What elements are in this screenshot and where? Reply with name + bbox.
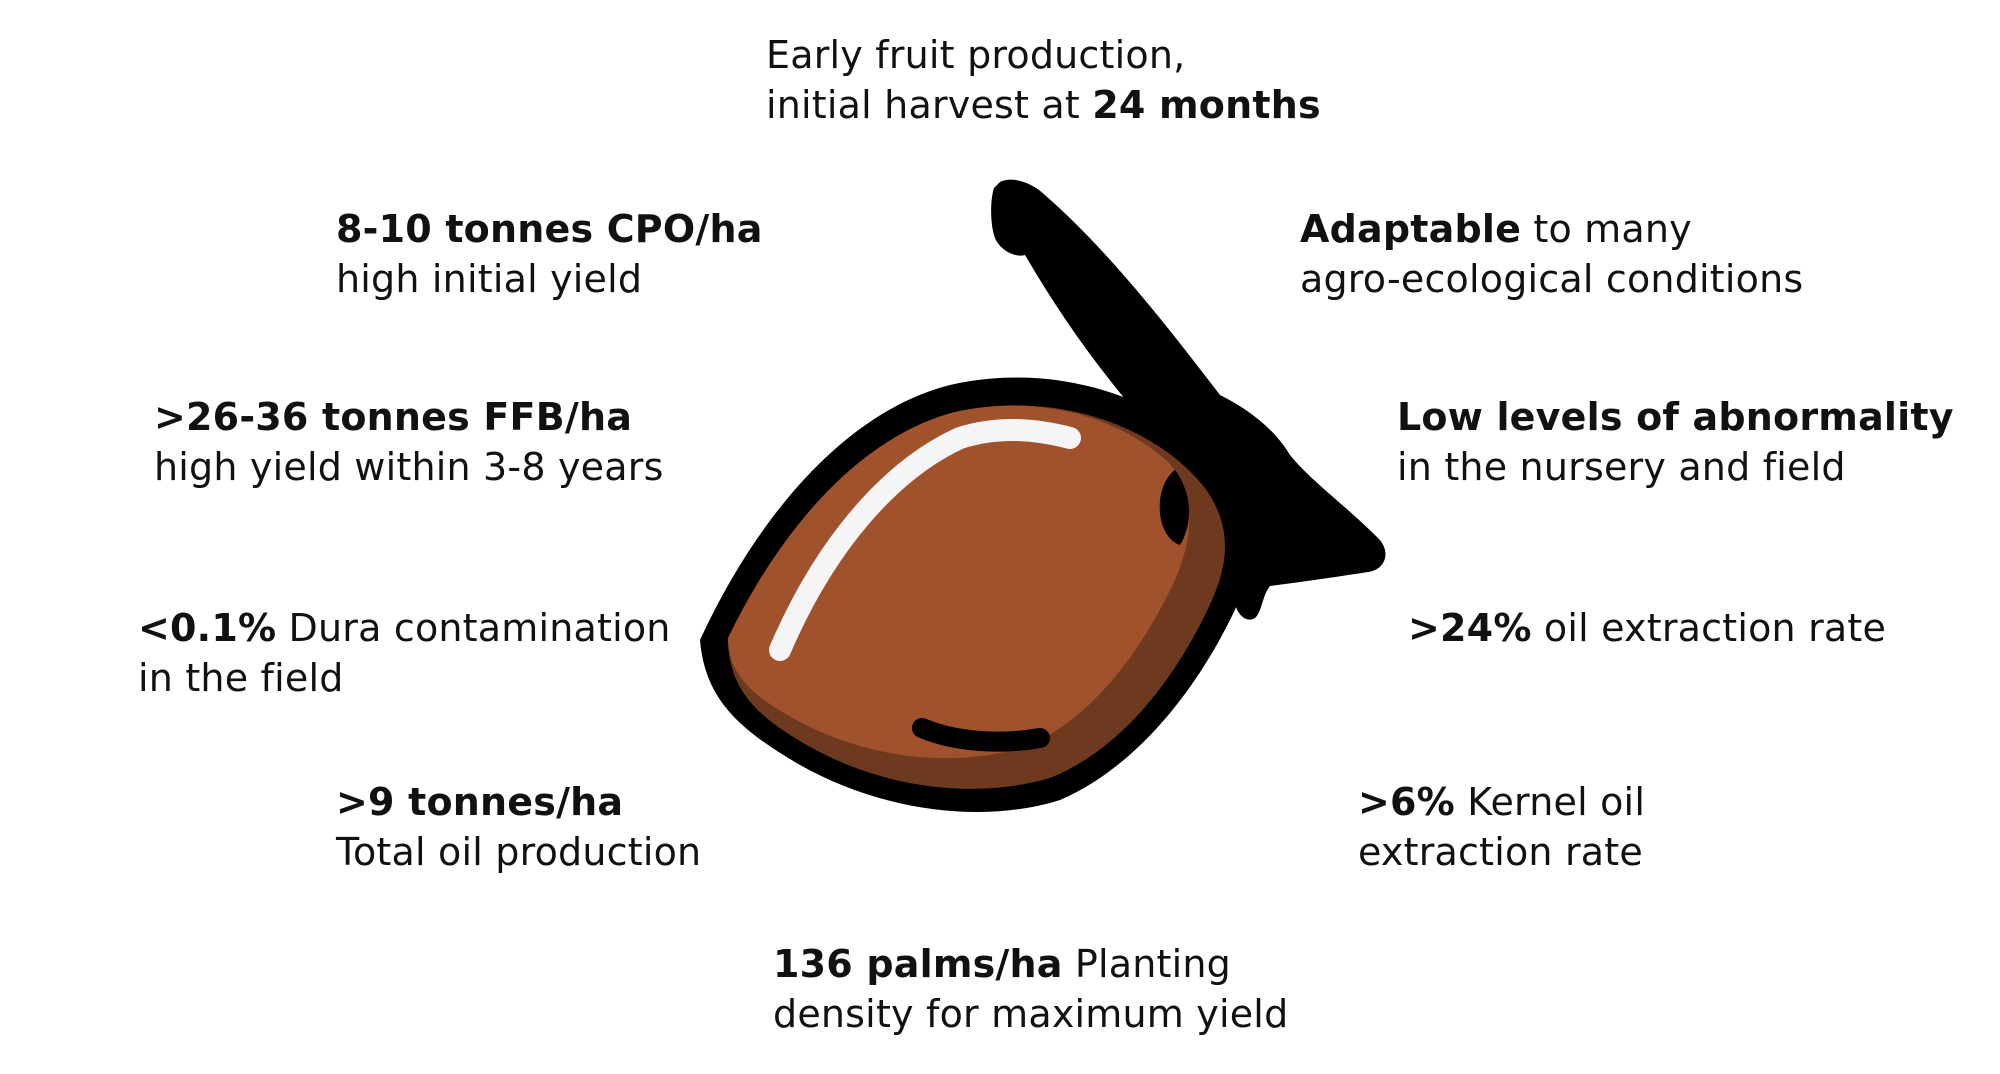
callout-line: initial harvest at 24 months <box>766 80 1321 130</box>
callout-line: 136 palms/ha Planting <box>773 939 1288 989</box>
callout-text: oil extraction rate <box>1531 606 1887 650</box>
callout-highlight: <0.1% <box>138 606 277 650</box>
callout-text: Planting <box>1062 942 1231 986</box>
callout-line: Early fruit production, <box>766 33 1186 77</box>
callout-highlight: >26-36 tonnes FFB/ha <box>154 395 633 439</box>
callout-line: >6% Kernel oil <box>1358 777 1645 827</box>
callout-planting-density: 136 palms/ha Planting density for maximu… <box>773 939 1288 1039</box>
callout-text: initial harvest at <box>766 83 1093 127</box>
callout-line: extraction rate <box>1358 830 1643 874</box>
callout-dura-contamination: <0.1% Dura contamination in the field <box>138 603 671 703</box>
callout-adaptable: Adaptable to many agro-ecological condit… <box>1300 204 1803 304</box>
callout-total-oil-production: >9 tonnes/ha Total oil production <box>336 777 701 877</box>
callout-line: Adaptable to many <box>1300 204 1803 254</box>
callout-highlight: >6% <box>1358 780 1455 824</box>
stalk-gap <box>1159 470 1190 545</box>
callout-low-abnormality: Low levels of abnormality in the nursery… <box>1397 392 1954 492</box>
callout-cpo-yield: 8-10 tonnes CPO/ha high initial yield <box>336 204 763 304</box>
callout-line: in the field <box>138 656 344 700</box>
fruit-stalk <box>991 179 1386 620</box>
callout-highlight: 8-10 tonnes CPO/ha <box>336 207 763 251</box>
callout-line: Total oil production <box>336 830 702 874</box>
fruit-bottom-mark <box>912 718 1050 752</box>
callout-ffb-yield: >26-36 tonnes FFB/ha high yield within 3… <box>154 392 664 492</box>
callout-early-fruit-production: Early fruit production, initial harvest … <box>766 30 1321 130</box>
callout-highlight: 136 palms/ha <box>773 942 1063 986</box>
callout-line: high yield within 3-8 years <box>154 445 664 489</box>
callout-kernel-oil-extraction: >6% Kernel oil extraction rate <box>1358 777 1645 877</box>
callout-highlight: >24% <box>1408 606 1532 650</box>
callout-line: agro-ecological conditions <box>1300 257 1804 301</box>
callout-highlight: 24 months <box>1092 83 1321 127</box>
callout-oil-extraction-rate: >24% oil extraction rate <box>1408 603 1886 653</box>
callout-line: <0.1% Dura contamination <box>138 603 671 653</box>
fruit-body <box>728 405 1190 759</box>
callout-text: to many <box>1521 207 1692 251</box>
callout-highlight: Adaptable <box>1300 207 1522 251</box>
callout-highlight: Low levels of abnormality <box>1397 395 1954 439</box>
callout-line: high initial yield <box>336 257 643 301</box>
callout-highlight: >9 tonnes/ha <box>336 780 624 824</box>
callout-line: density for maximum yield <box>773 992 1289 1036</box>
fruit-highlight <box>769 419 1081 661</box>
callout-text: Kernel oil <box>1454 780 1646 824</box>
callout-text: Dura contamination <box>276 606 671 650</box>
callout-line: in the nursery and field <box>1397 445 1846 489</box>
callout-line: >24% oil extraction rate <box>1408 603 1886 653</box>
